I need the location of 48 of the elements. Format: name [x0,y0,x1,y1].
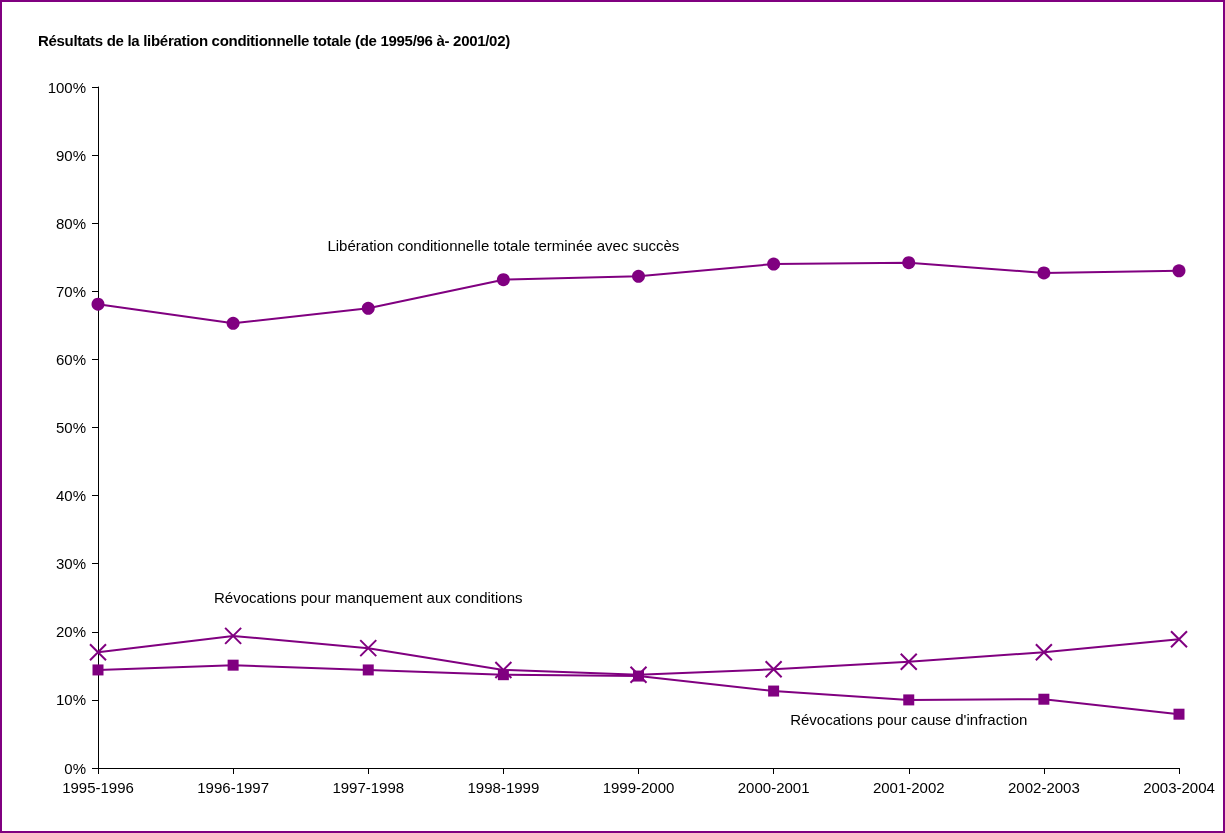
point [1170,630,1188,649]
y-tick-label: 90% [55,146,86,164]
y-tick-label: 60% [55,350,86,368]
series-label: Révocations pour manquement aux conditions [213,588,523,606]
point [362,664,374,676]
y-tick-label: 70% [55,282,86,300]
point [902,256,916,270]
x-tick-label: 1995-1996 [62,779,134,796]
x-tick-label: 2002-2003 [1008,779,1080,796]
point [1172,264,1186,278]
y-tick-label: 20% [55,623,86,641]
chart-title: Résultats de la libération conditionnelle totale (de 1995/96 à- 2001/02) [38,32,510,49]
series-label: Libération conditionnelle totale terminée avec succès [327,236,680,254]
x-tick-label: 2000-2001 [737,779,810,796]
x-tick-label: 1997-1998 [332,779,405,796]
point [496,273,510,287]
point [1034,643,1053,662]
x-tick-label: 2003-2004 [1143,779,1215,796]
x-tick-label: 1999-2000 [602,779,675,796]
point [1038,693,1050,705]
x-tick-label: 2001-2002 [872,779,945,796]
point [359,639,378,658]
x-tick-label: 1998-1999 [467,779,540,796]
point [767,257,781,271]
point [1037,266,1051,280]
point [768,685,780,697]
point [903,694,915,706]
point [632,269,645,283]
y-tick-label: 0% [64,759,86,777]
y-tick-label: 100% [47,78,86,96]
point [494,660,513,679]
series-label: Révocations pour cause d'infraction [790,711,1028,729]
y-tick-label: 50% [55,419,86,436]
x-tick-label: 1996-1997 [197,779,269,796]
y-tick-label: 10% [55,691,86,709]
point [899,652,918,671]
y-tick-label: 40% [55,487,86,505]
point [89,643,107,662]
point [227,659,239,671]
point [91,297,105,311]
point [1173,708,1185,720]
point [361,301,375,315]
point [226,316,240,330]
point [224,626,243,645]
y-tick-label: 30% [55,555,86,573]
point [92,664,104,676]
y-tick-label: 80% [55,214,86,232]
point [764,660,783,679]
